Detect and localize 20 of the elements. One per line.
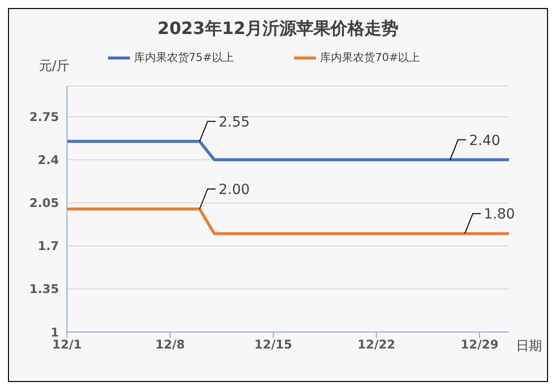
legend-label: 库内果农货70#以上 <box>320 50 420 65</box>
x-axis-title: 日期 <box>516 338 542 355</box>
annotation: 2.00 <box>218 182 250 198</box>
annotation: 1.80 <box>484 206 515 223</box>
y-tick-label: 2.4 <box>38 153 59 168</box>
y-tick-label: 1 <box>50 325 59 340</box>
annotation: 2.40 <box>469 132 500 149</box>
x-tick-label: 12/1 <box>52 338 82 352</box>
annotation: 2.55 <box>218 114 250 130</box>
y-axis-title: 元/斤 <box>39 58 70 75</box>
y-tick-label: 1.7 <box>38 239 59 254</box>
y-tick-label: 1.35 <box>29 282 59 296</box>
legend-label: 库内果农货75#以上 <box>134 50 234 65</box>
x-tick-label: 12/8 <box>155 338 185 352</box>
x-tick-label: 12/22 <box>358 338 396 352</box>
y-tick-label: 2.75 <box>29 110 59 124</box>
y-tick-label: 2.05 <box>29 196 59 210</box>
x-tick-label: 12/29 <box>460 338 498 352</box>
x-tick-label: 12/15 <box>254 338 292 352</box>
chart-title: 2023年12月沂源苹果价格走势 <box>156 18 400 40</box>
